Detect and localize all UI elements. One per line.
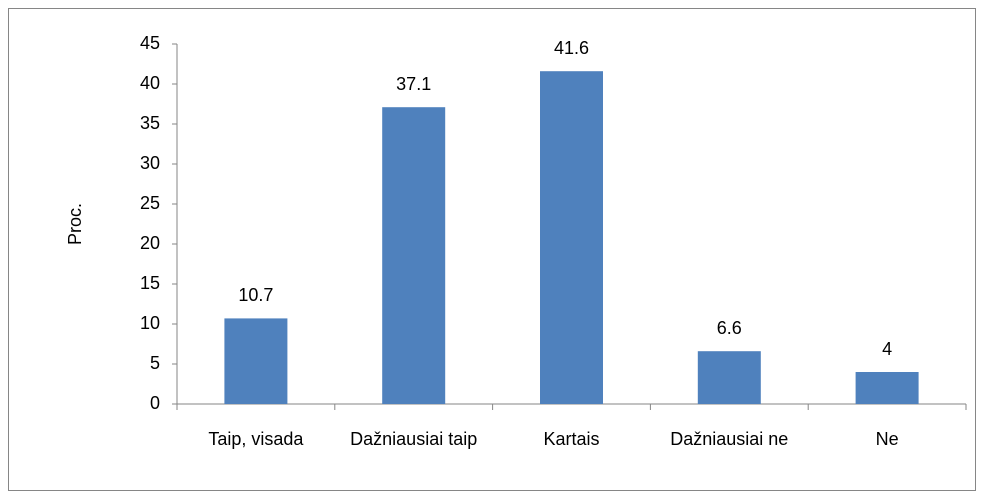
y-tick-label: 10 [140, 313, 160, 333]
y-tick-label: 0 [150, 393, 160, 413]
bar [224, 318, 288, 404]
y-tick-label: 30 [140, 153, 160, 173]
y-tick-label: 40 [140, 73, 160, 93]
y-tick-label: 15 [140, 273, 160, 293]
bar [855, 372, 919, 404]
y-axis-label: Proc. [65, 203, 85, 245]
y-tick-label: 20 [140, 233, 160, 253]
x-tick-label: Kartais [543, 429, 599, 449]
data-label: 10.7 [238, 285, 273, 305]
x-tick-label: Ne [876, 429, 899, 449]
y-tick-label: 5 [150, 353, 160, 373]
y-tick-label: 25 [140, 193, 160, 213]
data-label: 41.6 [554, 38, 589, 58]
bar [382, 107, 446, 404]
data-label: 4 [882, 339, 892, 359]
data-label: 37.1 [396, 74, 431, 94]
y-tick-label: 35 [140, 113, 160, 133]
y-tick-label: 45 [140, 33, 160, 53]
data-label: 6.6 [717, 318, 742, 338]
x-tick-label: Dažniausiai taip [350, 429, 477, 449]
chart-border [8, 8, 976, 491]
x-tick-label: Dažniausiai ne [670, 429, 788, 449]
bar [697, 351, 761, 404]
x-tick-label: Taip, visada [208, 429, 304, 449]
bar [540, 71, 603, 404]
